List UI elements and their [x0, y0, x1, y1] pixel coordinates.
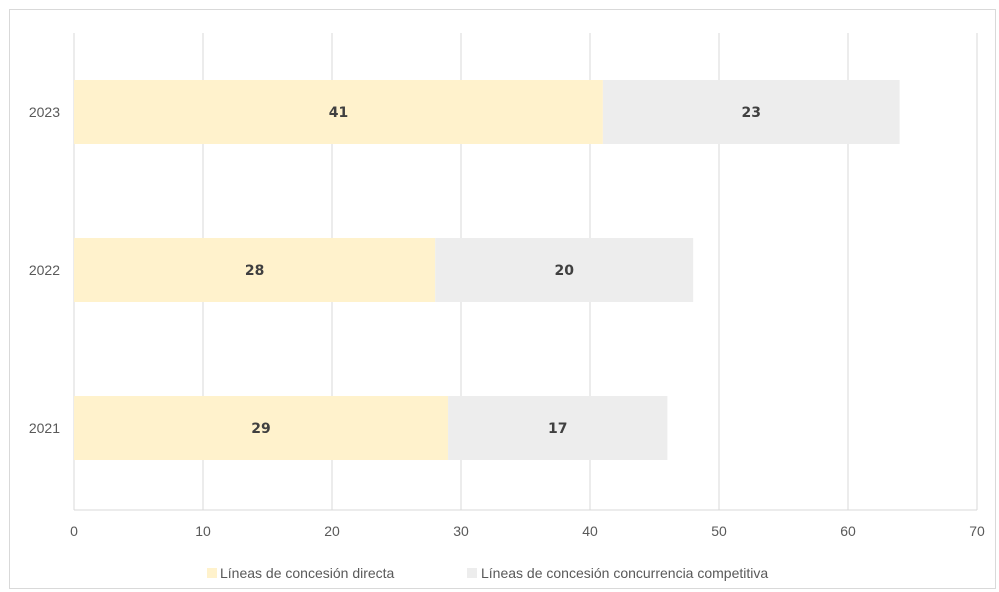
bar-2022-series-0 [74, 238, 436, 302]
bar-2021-series-1 [448, 396, 668, 460]
x-tick-label: 30 [453, 523, 469, 539]
x-tick-label: 10 [195, 523, 211, 539]
legend-swatch [207, 568, 217, 578]
x-tick-label: 60 [840, 523, 856, 539]
x-tick-label: 40 [582, 523, 598, 539]
bar-2023-series-0 [74, 80, 603, 144]
bars: 41 23 28 20 29 17 [74, 80, 900, 460]
legend-label: Líneas de concesión concurrencia competi… [481, 565, 768, 581]
y-tick-label: 2023 [29, 104, 60, 120]
data-label: 29 [251, 421, 270, 437]
bar-2023-series-1 [602, 80, 900, 144]
x-tick-label: 70 [969, 523, 985, 539]
legend: Líneas de concesión directa Líneas de con… [207, 565, 768, 581]
data-label: 17 [548, 421, 567, 437]
bar-2022-series-1 [435, 238, 694, 302]
x-tick-label: 50 [711, 523, 727, 539]
legend-label: Líneas de concesión directa [220, 565, 395, 581]
y-tick-label: 2021 [29, 420, 60, 436]
data-label: 23 [742, 105, 761, 121]
x-tick-label: 20 [324, 523, 340, 539]
data-label: 20 [554, 263, 574, 279]
y-tick-label: 2022 [29, 262, 60, 278]
bar-2021-series-0 [74, 396, 449, 460]
data-label: 41 [329, 105, 348, 121]
x-tick-label: 0 [70, 523, 78, 539]
y-axis-ticks: 2023 2022 2021 [29, 104, 60, 436]
x-axis-ticks: 0 10 20 30 40 50 60 70 [70, 523, 985, 539]
data-label: 28 [245, 263, 264, 279]
legend-swatch [467, 568, 477, 578]
